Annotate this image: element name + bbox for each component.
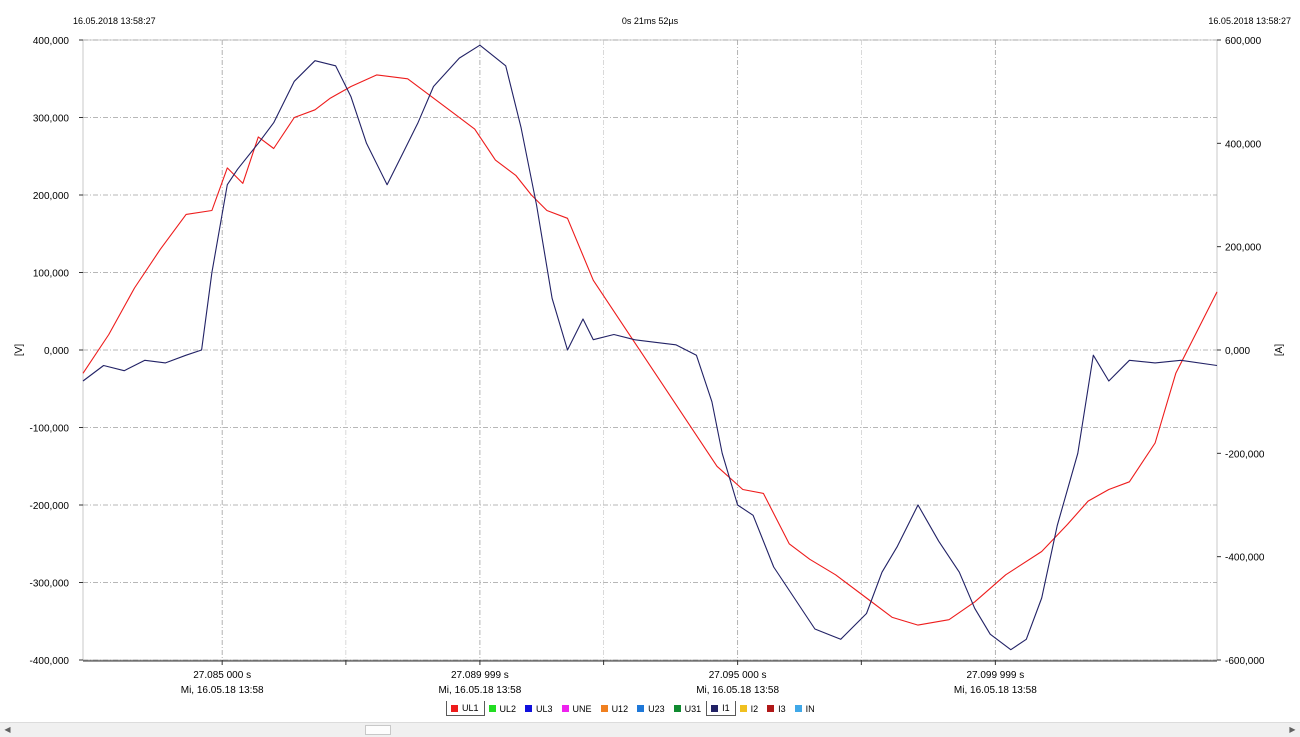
left-tick-label: 400,000 xyxy=(33,36,70,47)
legend-label: UNE xyxy=(572,703,592,714)
legend-swatch xyxy=(739,705,747,712)
legend-label: IN xyxy=(805,703,815,714)
x-tick-date-label: Mi, 16.05.18 13:58 xyxy=(438,685,521,696)
scroll-right-arrow-icon[interactable]: ▶ xyxy=(1289,725,1296,734)
legend-swatch xyxy=(794,705,802,712)
legend-swatch xyxy=(525,705,533,712)
series-legend: UL1 UL2 UL3 UNE U12 U23 U31 I1 I2 I3 IN xyxy=(446,700,820,717)
x-tick-label: 27.095 000 s xyxy=(709,670,767,681)
left-tick-label: -300,000 xyxy=(30,579,70,590)
legend-item-u31[interactable]: U31 xyxy=(670,701,707,716)
end-timestamp: 16.05.2018 13:58:27 xyxy=(1208,16,1291,26)
right-tick-label: 200,000 xyxy=(1225,243,1262,254)
legend-item-i2[interactable]: I2 xyxy=(736,701,764,716)
start-timestamp: 16.05.2018 13:58:27 xyxy=(73,16,156,26)
x-tick-label: 27.085 000 s xyxy=(193,670,251,681)
left-tick-label: -100,000 xyxy=(30,424,70,435)
legend-label: I1 xyxy=(722,703,730,713)
legend-item-u12[interactable]: U12 xyxy=(597,701,634,716)
legend-label: U31 xyxy=(684,703,702,714)
left-tick-label: -400,000 xyxy=(30,656,70,667)
left-tick-label: -200,000 xyxy=(30,501,70,512)
legend-label: I2 xyxy=(750,703,759,714)
x-tick-date-label: Mi, 16.05.18 13:58 xyxy=(696,685,779,696)
left-tick-label: 0,000 xyxy=(44,346,69,357)
right-tick-label: 400,000 xyxy=(1225,139,1262,150)
legend-item-u23[interactable]: U23 xyxy=(633,701,670,716)
legend-item-ul2[interactable]: UL2 xyxy=(485,701,522,716)
legend-label: UL3 xyxy=(536,703,553,714)
left-axis-label: [V] xyxy=(14,344,25,356)
right-tick-label: 600,000 xyxy=(1225,36,1262,47)
horizontal-scrollbar[interactable]: ◀ ▶ xyxy=(0,722,1300,737)
series-line-i1 xyxy=(82,44,1218,651)
legend-label: UL2 xyxy=(499,703,517,714)
legend-swatch xyxy=(451,704,458,712)
legend-item-i1[interactable]: I1 xyxy=(706,701,736,716)
legend-swatch xyxy=(711,704,719,712)
x-tick-label: 27.099 999 s xyxy=(966,670,1024,681)
x-tick-label: 27.089 999 s xyxy=(451,670,509,681)
legend-item-ul3[interactable]: UL3 xyxy=(521,701,558,716)
legend-swatch xyxy=(600,705,608,712)
legend-swatch xyxy=(488,705,496,712)
legend-swatch xyxy=(673,705,681,712)
right-tick-label: -600,000 xyxy=(1225,656,1265,667)
right-tick-label: 0,000 xyxy=(1225,346,1250,357)
legend-item-in[interactable]: IN xyxy=(791,701,820,716)
legend-label: U23 xyxy=(648,703,665,714)
legend-label: UL1 xyxy=(462,703,479,713)
legend-item-une[interactable]: UNE xyxy=(558,701,597,716)
series-line-ul1 xyxy=(82,74,1218,626)
right-tick-label: -200,000 xyxy=(1225,449,1265,460)
scroll-left-arrow-icon[interactable]: ◀ xyxy=(4,725,11,734)
legend-swatch xyxy=(767,705,775,712)
scroll-thumb[interactable] xyxy=(365,725,391,735)
legend-label: U12 xyxy=(611,703,629,714)
right-tick-label: -400,000 xyxy=(1225,553,1265,564)
x-tick-date-label: Mi, 16.05.18 13:58 xyxy=(954,685,1037,696)
right-axis-label: [A] xyxy=(1274,344,1285,356)
waveform-chart[interactable]: 400,000 300,000 200,000 100,000 0,000 -100,00… xyxy=(0,0,1300,700)
legend-label: I3 xyxy=(778,703,786,714)
legend-swatch xyxy=(561,705,569,712)
legend-item-ul1[interactable]: UL1 xyxy=(446,701,485,716)
left-tick-label: 200,000 xyxy=(33,191,70,202)
legend-swatch xyxy=(637,705,645,712)
legend-item-i3[interactable]: I3 xyxy=(763,701,791,716)
x-tick-date-label: Mi, 16.05.18 13:58 xyxy=(181,685,264,696)
left-tick-label: 300,000 xyxy=(33,114,70,125)
time-span: 0s 21ms 52µs xyxy=(621,16,679,26)
left-tick-label: 100,000 xyxy=(33,269,70,280)
